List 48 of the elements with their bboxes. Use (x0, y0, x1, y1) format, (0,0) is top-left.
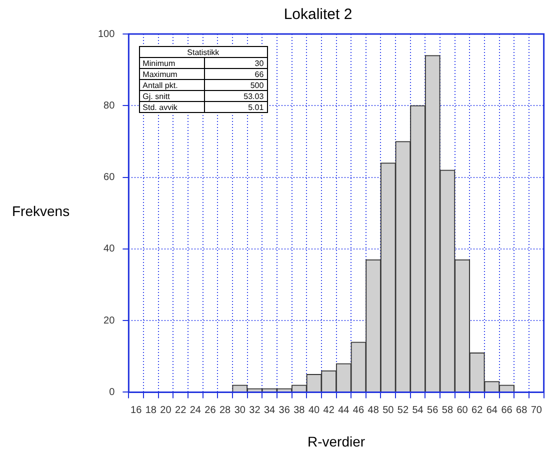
x-tick-label: 42 (323, 404, 335, 416)
x-tick-label: 60 (456, 404, 468, 416)
x-axis-title: R-verdier (307, 433, 366, 450)
x-tick-label: 56 (427, 404, 439, 416)
x-tick-label: 26 (204, 404, 216, 416)
y-tick-label: 100 (98, 28, 116, 40)
x-tick-label: 46 (352, 404, 364, 416)
x-tick-label: 48 (368, 404, 380, 416)
x-tick-label: 22 (175, 404, 187, 416)
x-tick-label: 38 (294, 404, 306, 416)
x-tick-label: 34 (264, 404, 276, 416)
x-tick-label: 68 (516, 404, 528, 416)
x-tick-label: 62 (472, 404, 484, 416)
chart-title: Lokalitet 2 (284, 6, 352, 24)
x-tick-label: 24 (190, 404, 202, 416)
x-tick-label: 20 (160, 404, 172, 416)
y-tick-label: 40 (104, 244, 116, 255)
x-tick-label: 70 (530, 404, 542, 416)
annotation: Statistikk (139, 46, 268, 58)
x-tick-label: 30 (234, 404, 246, 416)
y-tick-label: 80 (104, 100, 116, 112)
x-tick-label: 32 (249, 404, 261, 416)
annotation: 500 (204, 80, 268, 90)
x-tick-label: 28 (219, 404, 232, 416)
annotation: 5.01 (204, 102, 268, 112)
x-tick-label: 54 (412, 404, 424, 416)
x-tick-label: 18 (145, 404, 157, 416)
x-tick-label: 52 (397, 404, 409, 416)
annotation: Minimum (139, 58, 204, 68)
y-tick-label: 20 (104, 315, 116, 326)
x-tick-label: 44 (338, 404, 350, 416)
y-tick-label: 0 (109, 386, 116, 398)
x-tick-label: 50 (382, 404, 394, 416)
x-tick-label: 16 (130, 404, 142, 416)
y-tick-label: 60 (104, 172, 116, 184)
annotation: 53.03 (204, 90, 268, 102)
annotation: Antall pkt. (139, 80, 204, 90)
annotation: Std. avvik (139, 102, 204, 112)
x-tick-label: 66 (501, 404, 513, 416)
annotation: Gj. snitt (139, 90, 204, 102)
annotation: Maximum (139, 68, 204, 80)
x-tick-label: 36 (278, 404, 290, 416)
x-tick-label: 40 (308, 404, 320, 416)
annotation: 66 (204, 68, 268, 80)
y-axis-title: Frekvens (12, 203, 70, 219)
x-tick-label: 64 (486, 404, 498, 416)
annotation: 30 (204, 58, 268, 68)
x-tick-label: 58 (442, 404, 454, 416)
